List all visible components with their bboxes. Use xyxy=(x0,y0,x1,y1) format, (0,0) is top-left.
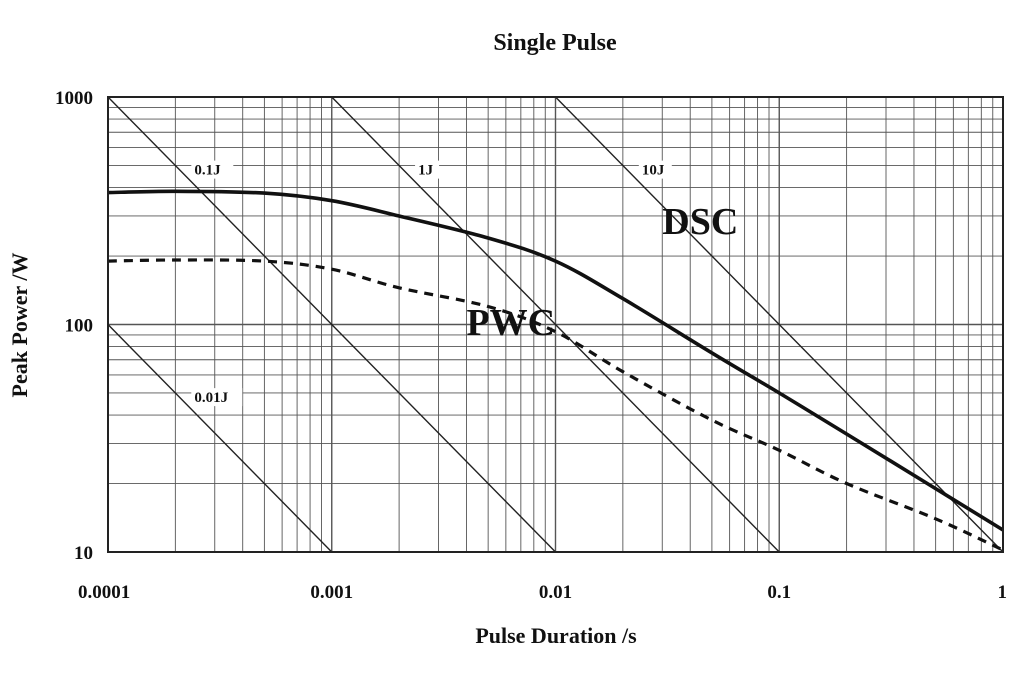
energy-line-label: 10J xyxy=(642,163,665,179)
y-axis-label: Peak Power /W xyxy=(7,252,32,397)
energy-label-background xyxy=(191,388,243,407)
energy-label-background xyxy=(638,160,672,179)
series-line-pwc xyxy=(107,258,1004,552)
energy-line-label: 0.01J xyxy=(194,390,228,406)
x-axis-label: Pulse Duration /s xyxy=(475,623,637,648)
energy-line xyxy=(107,96,556,553)
series-label-dsc: DSC xyxy=(662,201,738,243)
x-tick-label: 1 xyxy=(998,582,1008,603)
x-tick-label: 0.1 xyxy=(767,582,791,603)
series-label-pwc: PWC xyxy=(466,302,555,344)
tick-labels: 0.0001 0.001 0.01 0.1 1 10 100 1000 xyxy=(55,88,1007,603)
x-tick-label: 0.001 xyxy=(310,582,353,603)
energy-line xyxy=(555,96,1004,553)
plot-frame xyxy=(107,96,1004,553)
x-tick-label: 0.0001 xyxy=(78,582,130,603)
series-group: DSC PWC xyxy=(107,189,1004,552)
y-tick-label: 1000 xyxy=(55,88,93,109)
series-line-dsc xyxy=(107,189,1004,532)
energy-line xyxy=(107,324,333,553)
energy-line xyxy=(331,96,780,553)
x-tick-label: 0.01 xyxy=(539,582,572,603)
y-tick-label: 100 xyxy=(65,316,94,337)
energy-line-label: 0.1J xyxy=(194,163,221,179)
energy-label-background xyxy=(415,160,440,179)
y-tick-label: 10 xyxy=(74,543,93,564)
energy-label-background xyxy=(191,160,234,179)
energy-line-label: 1J xyxy=(418,163,434,179)
energy-lines: 0.01J 0.1J 1J 10J xyxy=(107,96,1004,553)
chart-title: Single Pulse xyxy=(493,30,617,56)
